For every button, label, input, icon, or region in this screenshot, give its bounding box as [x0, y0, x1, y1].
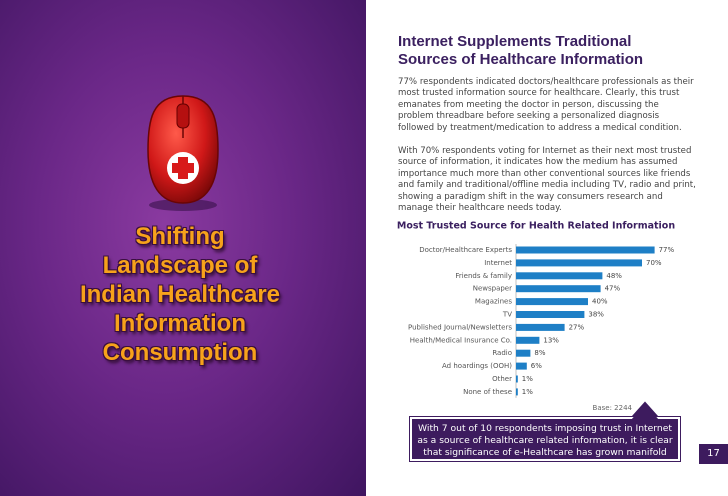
chart-title: Most Trusted Source for Health Related I… [397, 221, 675, 232]
category-label: Health/Medical Insurance Co. [410, 336, 512, 344]
category-label: TV [502, 311, 512, 319]
value-label: 8% [534, 349, 545, 357]
value-label: 1% [522, 375, 533, 383]
heading-line: Sources of Healthcare Information [398, 51, 644, 68]
value-label: 70% [646, 259, 662, 267]
value-label: 40% [592, 298, 608, 306]
category-label: Friends & family [455, 272, 512, 280]
value-label: 13% [543, 336, 559, 344]
bar [516, 349, 531, 357]
bar [516, 311, 585, 318]
bar [516, 323, 565, 331]
left-panel: Shifting Landscape of Indian Healthcare … [0, 0, 366, 496]
chart: Most Trusted Source for Health Related I… [397, 221, 675, 413]
category-label: Radio [492, 349, 512, 357]
value-label: 77% [659, 246, 675, 254]
paragraph: With 70% respondents voting for Internet… [398, 146, 696, 214]
category-label: Published Journal/Newsletters [408, 323, 512, 331]
bar [516, 285, 601, 293]
category-label: None of these [463, 388, 512, 396]
bar [516, 375, 518, 383]
value-label: 38% [588, 311, 604, 319]
paragraph: 77% respondents indicated doctors/health… [398, 77, 694, 133]
category-label: Magazines [475, 298, 512, 306]
category-label: Doctor/Healthcare Experts [419, 246, 512, 254]
callout: With 7 out of 10 respondents imposing tr… [409, 416, 681, 462]
bar [516, 259, 642, 267]
category-label: Internet [484, 259, 512, 267]
category-label: Other [492, 375, 512, 383]
bar [516, 388, 518, 396]
bar [516, 246, 655, 254]
value-label: 27% [569, 323, 585, 331]
bar [516, 336, 540, 344]
side-title: Shifting Landscape of Indian Healthcare … [79, 223, 281, 366]
page-number: 17 [699, 444, 728, 464]
heading-line: Internet Supplements Traditional [398, 33, 632, 50]
bar [516, 298, 588, 306]
heading: Internet Supplements Traditional Sources… [398, 33, 643, 69]
chart-note: Base: 2244 [593, 404, 633, 412]
bar [516, 272, 603, 280]
bar [516, 362, 527, 370]
category-label: Ad hoardings (OOH) [442, 362, 512, 370]
mouse-icon [147, 95, 219, 211]
value-label: 48% [606, 272, 622, 280]
value-label: 6% [531, 362, 542, 370]
value-label: 47% [605, 285, 621, 293]
value-label: 1% [522, 388, 533, 396]
category-label: Newspaper [473, 285, 512, 293]
